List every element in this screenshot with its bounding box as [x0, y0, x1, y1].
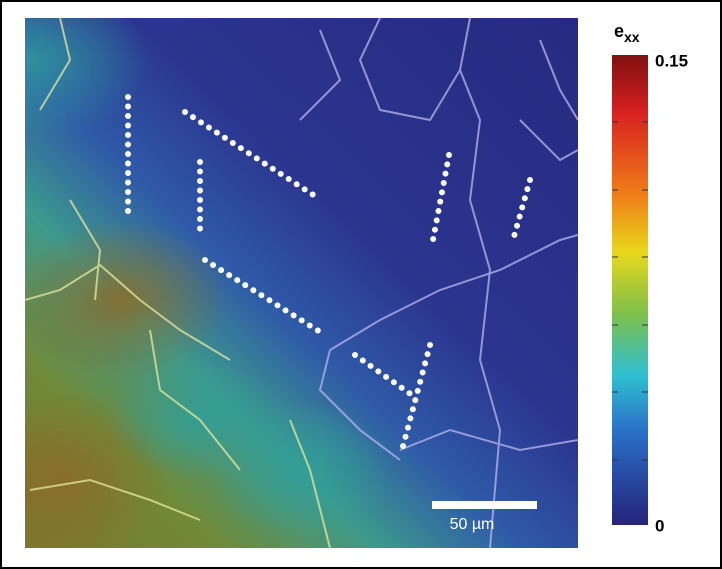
colorbar-label-base: e — [614, 21, 624, 41]
colorbar — [612, 55, 648, 525]
colorbar-max-label: 0.15 — [655, 51, 688, 70]
scale-bar-label: 50 µm — [450, 516, 495, 533]
colorbar-label-sub: xx — [624, 29, 640, 45]
colorbar-min-label: 0 — [655, 516, 664, 535]
page: 50 µm exx 0.15 0 (() => { const data = J… — [0, 0, 722, 569]
figure: 50 µm exx 0.15 0 — [0, 0, 722, 569]
strain-map: 50 µm — [0, 0, 578, 569]
